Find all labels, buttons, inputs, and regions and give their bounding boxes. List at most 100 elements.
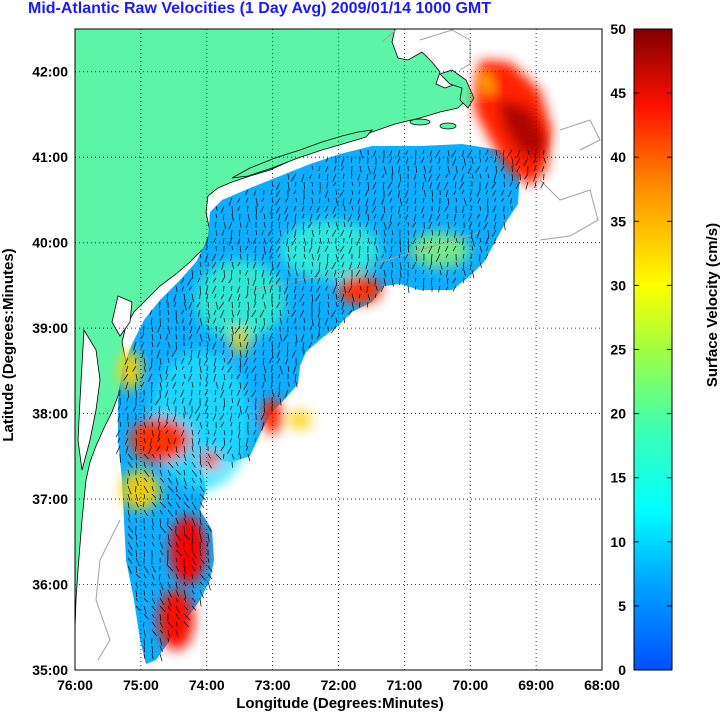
lon-tick-label: 74:00: [189, 677, 225, 693]
velocity-arrow: [332, 285, 337, 294]
velocity-arrow: [452, 277, 457, 284]
velocity-arrow: [319, 237, 322, 244]
velocity-arrow: [167, 341, 171, 349]
velocity-arrow: [261, 293, 265, 300]
velocity-arrow: [502, 157, 505, 165]
velocity-arrow: [237, 261, 241, 267]
velocity-arrow: [383, 237, 386, 243]
velocity-arrow: [479, 237, 482, 243]
velocity-arrow: [383, 245, 387, 253]
velocity-vectors: [115, 149, 546, 662]
velocity-arrow: [319, 221, 321, 230]
velocity-arrow: [254, 245, 257, 254]
velocity-arrow: [299, 309, 305, 318]
velocity-arrow: [238, 301, 241, 308]
velocity-arrow: [223, 357, 226, 363]
velocity-arrow: [356, 237, 361, 246]
velocity-arrow: [335, 197, 338, 206]
velocity-arrow: [141, 373, 145, 380]
velocity-arrow: [135, 533, 138, 541]
velocity-arrow: [135, 573, 141, 579]
velocity-arrow: [199, 493, 206, 501]
colorbar-tick-label: 45: [610, 85, 626, 101]
velocity-arrow: [318, 165, 321, 172]
velocity-arrow: [263, 317, 265, 326]
velocity-arrow: [173, 293, 177, 302]
velocity-arrow: [231, 397, 234, 404]
velocity-arrow: [151, 341, 154, 348]
velocity-arrow: [191, 557, 197, 566]
velocity-arrow: [260, 205, 265, 213]
velocity-arrow: [165, 429, 169, 434]
velocity-arrow: [191, 461, 196, 468]
velocity-arrow: [237, 429, 241, 439]
velocity-arrow: [159, 621, 163, 628]
velocity-arrow: [303, 237, 307, 246]
velocity-arrow: [159, 317, 161, 327]
velocity-arrow: [422, 269, 425, 275]
velocity-arrow: [383, 277, 386, 287]
velocity-arrow: [151, 629, 157, 636]
velocity-arrow: [213, 365, 217, 373]
velocity-arrow: [127, 389, 129, 398]
velocity-arrow: [183, 301, 187, 311]
velocity-arrow: [253, 429, 257, 435]
velocity-arrow: [247, 277, 249, 285]
velocity-arrow: [175, 541, 179, 548]
velocity-arrow: [211, 253, 217, 262]
velocity-arrow: [245, 317, 249, 325]
velocity-arrow: [180, 389, 185, 398]
velocity-arrow: [151, 565, 156, 573]
velocity-arrow: [196, 413, 201, 421]
velocity-arrow: [286, 317, 289, 323]
velocity-arrow: [391, 229, 394, 236]
velocity-arrow: [127, 493, 131, 501]
velocity-arrow: [228, 221, 233, 230]
velocity-arrow: [223, 397, 226, 407]
velocity-arrow: [277, 213, 281, 221]
velocity-arrow: [167, 541, 172, 548]
velocity-arrow: [180, 357, 185, 365]
velocity-arrow: [275, 237, 281, 245]
velocity-arrow: [228, 381, 233, 389]
velocity-arrow: [422, 285, 425, 292]
velocity-arrow: [251, 389, 257, 398]
velocity-arrow: [462, 205, 465, 214]
velocity-arrow: [509, 197, 513, 204]
velocity-arrow: [191, 573, 193, 579]
velocity-arrow: [141, 397, 145, 403]
velocity-arrow: [245, 341, 249, 349]
velocity-arrow: [487, 229, 490, 239]
velocity-arrow: [167, 565, 174, 572]
velocity-arrow: [447, 221, 450, 230]
velocity-arrow: [271, 181, 274, 188]
velocity-arrow: [133, 349, 137, 355]
velocity-arrow: [175, 597, 179, 603]
velocity-arrow: [301, 173, 305, 183]
velocity-arrow: [143, 525, 146, 531]
velocity-arrow: [331, 229, 337, 237]
velocity-arrow: [123, 373, 129, 381]
lat-tick-label: 36:00: [32, 577, 68, 593]
velocity-arrow: [220, 445, 225, 452]
velocity-arrow: [239, 405, 242, 415]
velocity-arrow: [270, 381, 273, 389]
velocity-arrow: [141, 349, 145, 358]
velocity-arrow: [133, 341, 137, 351]
velocity-arrow: [351, 277, 353, 286]
velocity-arrow: [211, 437, 217, 445]
velocity-arrow: [285, 357, 289, 365]
velocity-arrow: [335, 317, 338, 324]
velocity-arrow: [172, 413, 177, 423]
velocity-arrow: [399, 245, 402, 253]
velocity-arrow: [189, 317, 193, 326]
velocity-arrow: [293, 205, 297, 212]
velocity-arrow: [221, 277, 225, 283]
velocity-arrow: [463, 269, 466, 276]
velocity-arrow: [293, 285, 297, 293]
velocity-arrow: [159, 461, 162, 468]
velocity-arrow: [220, 293, 225, 300]
velocity-arrow: [187, 277, 193, 286]
velocity-arrow: [239, 333, 241, 339]
velocity-arrow: [175, 317, 178, 324]
